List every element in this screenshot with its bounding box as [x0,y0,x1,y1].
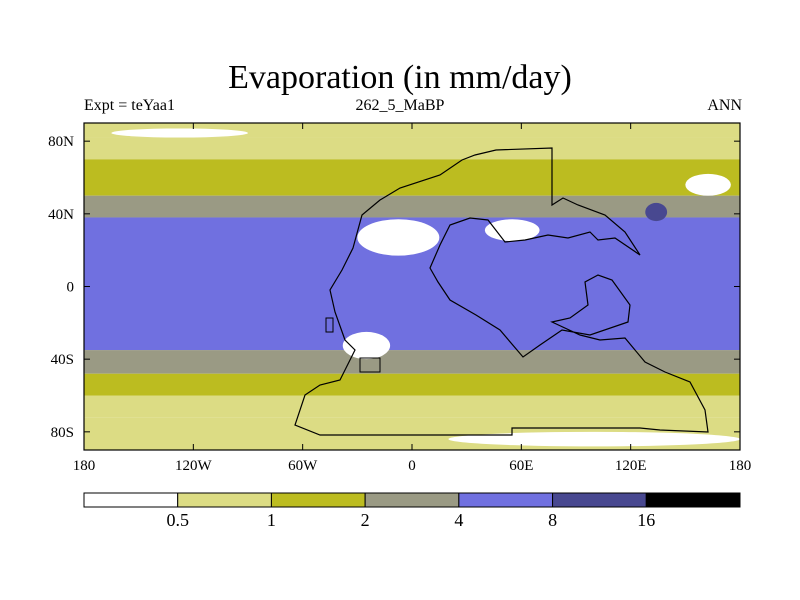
evaporation-band [84,137,740,160]
x-tick-label: 120E [615,458,647,474]
season-label: ANN [707,97,742,114]
western-desert-region [484,219,540,242]
far-east-bright-region [685,173,731,196]
island-outline [325,317,334,333]
x-tick-label: 180 [73,458,96,474]
evaporation-field [84,123,740,450]
evaporation-band [84,395,740,418]
legend-label: 8 [548,510,557,530]
legend-swatch [177,492,272,508]
legend-swatch [364,492,460,508]
y-tick-label: 80S [51,425,74,441]
southern-desert-region [342,331,391,360]
x-tick-label: 180 [729,458,752,474]
legend-swatch [83,492,179,508]
period-label: 262_5_MaBP [355,97,445,114]
continent-coastline [294,147,709,436]
evaporation-band [84,373,740,396]
north-polar-bright-region [111,128,248,138]
evaporation-band [84,177,740,196]
color-legend: 0.5 1 2 4 8 16 [83,492,741,530]
y-tick-label: 40N [48,207,74,223]
x-tick-label: 0 [408,458,416,474]
legend-label: 16 [637,510,655,530]
legend-label: 4 [454,510,463,530]
legend-swatch [458,492,554,508]
evaporation-band [84,195,740,218]
experiment-label: Expt = teYaa1 [84,97,175,114]
legend-swatch [270,492,366,508]
y-tick-label: 80N [48,134,74,150]
y-axis: 80N 40N 0 40S 80S [48,134,740,441]
legend-label: 1 [267,510,276,530]
island-outline [359,357,381,373]
legend-swatch [552,492,647,508]
evaporation-band [84,159,740,178]
y-tick-label: 0 [67,280,75,296]
warm-pool-max-region [645,202,668,222]
x-axis: 180 120W 60W 0 60E 120E 180 [73,123,752,474]
chart-title: Evaporation (in mm/day) [228,59,572,96]
x-tick-label: 60W [288,458,318,474]
legend-swatch [645,492,741,508]
eastern-desert-region [357,219,440,256]
coastline-outline [294,147,709,436]
evaporation-band [84,350,740,374]
legend-label: 0.5 [166,510,189,530]
x-tick-label: 60E [509,458,533,474]
legend-label: 2 [361,510,370,530]
south-polar-bright-region [448,431,740,447]
evaporation-band [84,123,740,138]
x-tick-label: 120W [175,458,213,474]
y-tick-label: 40S [51,352,74,368]
